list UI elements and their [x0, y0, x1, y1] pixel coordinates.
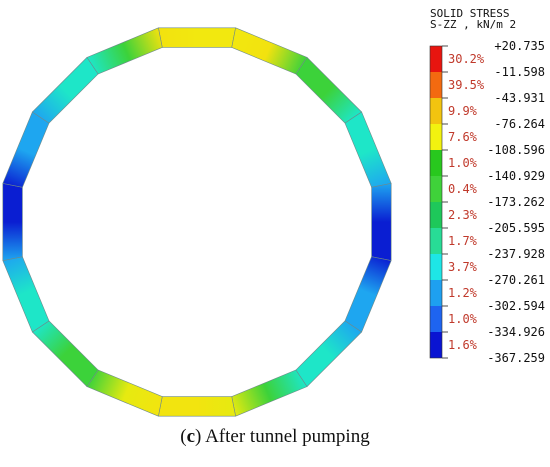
legend-swatch: [430, 280, 442, 306]
legend-swatch: [430, 306, 442, 332]
legend-level: -173.262: [487, 195, 545, 209]
ring-segment: [86, 27, 163, 75]
legend-percent: 39.5%: [448, 78, 485, 92]
legend-swatch: [430, 228, 442, 254]
legend-percent: 3.7%: [448, 260, 478, 274]
legend-level: +20.735: [494, 39, 545, 53]
figure-caption: (c) After tunnel pumping: [180, 426, 370, 447]
legend-level: -140.929: [487, 169, 545, 183]
caption-text: After tunnel pumping: [201, 426, 370, 447]
legend-level: -76.264: [494, 117, 545, 131]
legend-swatch: [430, 98, 442, 124]
legend-level: -43.931: [494, 91, 545, 105]
legend-swatch: [430, 72, 442, 98]
legend-swatch: [430, 124, 442, 150]
legend-level: -11.598: [494, 65, 545, 79]
legend-frame: [429, 45, 443, 359]
legend-swatch: [430, 202, 442, 228]
legend-title: SOLID STRESS: [430, 7, 510, 20]
legend-swatch: [430, 254, 442, 280]
legend-level: -237.928: [487, 247, 545, 261]
legend-percent: 1.7%: [448, 234, 478, 248]
legend-level: -367.259: [487, 351, 545, 365]
legend-percent: 30.2%: [448, 52, 485, 66]
legend-level: -270.261: [487, 273, 545, 287]
legend-percent: 1.2%: [448, 286, 478, 300]
legend-swatch: [430, 176, 442, 202]
legend-level: -334.926: [487, 325, 545, 339]
legend-percent: 9.9%: [448, 104, 478, 118]
legend-level: -205.595: [487, 221, 545, 235]
legend-swatch: [430, 332, 442, 358]
legend-percent: 1.0%: [448, 312, 478, 326]
legend-level: -108.596: [487, 143, 545, 157]
legend-percent: 0.4%: [448, 182, 478, 196]
legend-percent: 1.6%: [448, 338, 478, 352]
legend-percent: 1.0%: [448, 156, 478, 170]
legend-swatch: [430, 46, 442, 72]
legend-swatch: [430, 150, 442, 176]
caption-label: c: [186, 426, 196, 447]
legend-percent: 2.3%: [448, 208, 478, 222]
legend-level: -302.594: [487, 299, 545, 313]
legend-percent: 7.6%: [448, 130, 478, 144]
legend-unit: S-ZZ , kN/m 2: [430, 18, 517, 31]
